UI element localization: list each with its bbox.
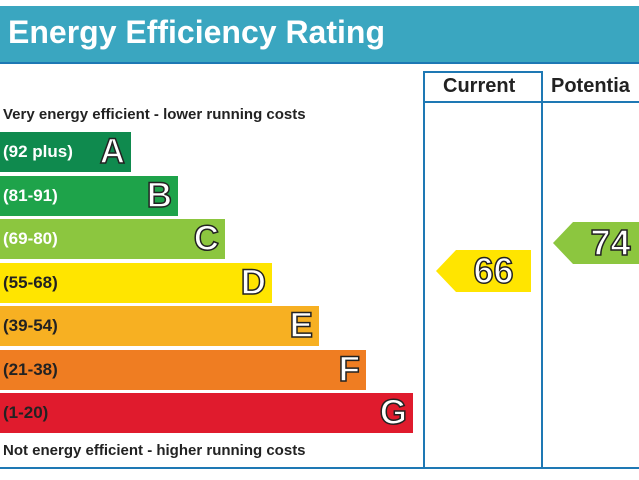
chart-title: Energy Efficiency Rating xyxy=(8,14,385,50)
band-letter: G xyxy=(379,393,408,433)
band-letter: D xyxy=(240,263,267,303)
header-band xyxy=(0,6,639,64)
band-range-label: (92 plus) xyxy=(3,142,73,161)
current-column-header: Current xyxy=(443,75,516,97)
band-letter: E xyxy=(289,306,314,346)
band-letter: C xyxy=(193,219,220,259)
chart-frame xyxy=(0,62,639,469)
header-row-rule xyxy=(423,101,639,103)
current-column xyxy=(423,71,543,469)
potential-rating-pointer: 74 xyxy=(553,221,639,264)
band-c: (69-80) C xyxy=(0,219,225,259)
band-d: (55-68) D xyxy=(0,263,272,303)
band-range-label: (69-80) xyxy=(3,229,58,248)
band-letter: B xyxy=(146,176,173,216)
band-range-label: (1-20) xyxy=(3,403,49,422)
band-range-label: (81-91) xyxy=(3,186,58,205)
band-b: (81-91) B xyxy=(0,176,178,216)
potential-column-header: Potentia xyxy=(551,75,630,97)
current-rating-pointer: 66 xyxy=(436,249,531,292)
band-e: (39-54) E xyxy=(0,306,319,346)
band-f: (21-38) F xyxy=(0,350,366,390)
current-rating-value: 66 xyxy=(473,249,515,292)
potential-rating-value: 74 xyxy=(590,221,632,264)
band-letter: F xyxy=(338,350,361,390)
band-range-label: (21-38) xyxy=(3,360,58,379)
band-letter: A xyxy=(99,132,126,172)
bottom-caption: Not energy efficient - higher running co… xyxy=(3,442,306,459)
band-range-label: (39-54) xyxy=(3,316,58,335)
band-a: (92 plus) A xyxy=(0,132,131,172)
band-g: (1-20) G xyxy=(0,393,413,433)
band-range-label: (55-68) xyxy=(3,273,58,292)
top-caption: Very energy efficient - lower running co… xyxy=(3,106,306,123)
